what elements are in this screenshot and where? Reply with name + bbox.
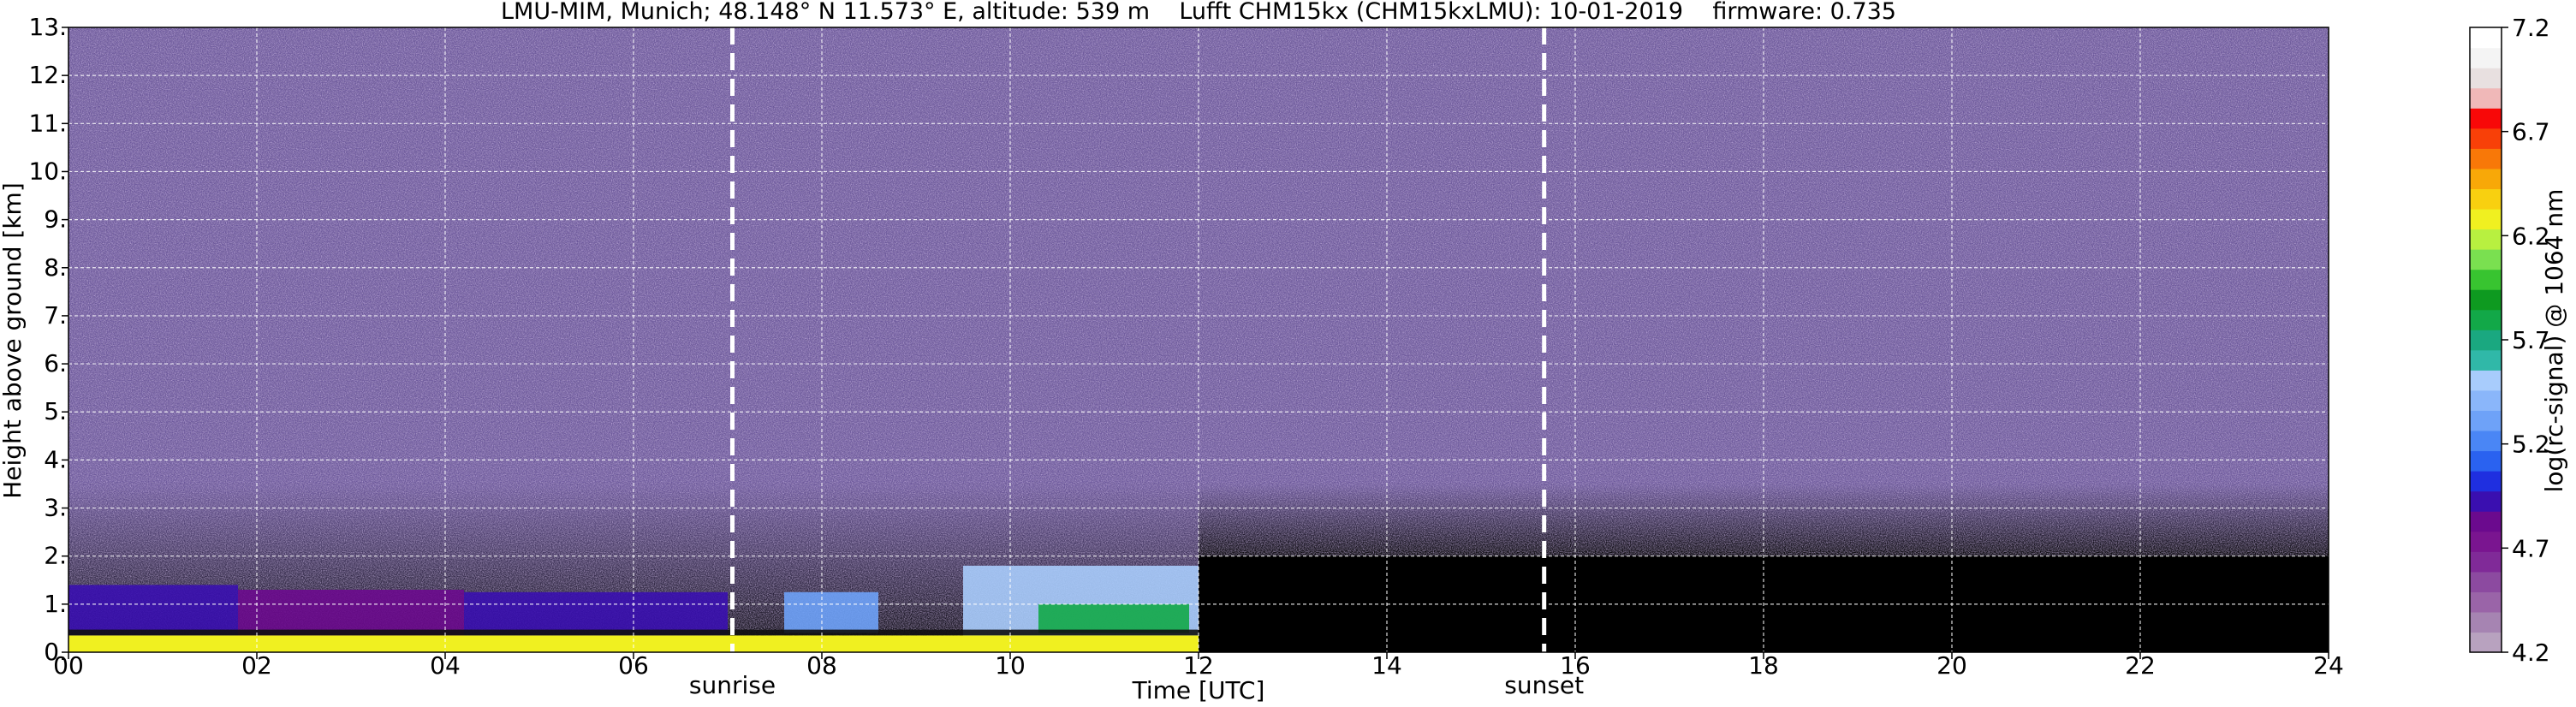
x-tick-label-04: 04 [430, 651, 461, 680]
colorbar-segment-18 [2470, 269, 2502, 290]
y-tick-label-0: 0. [44, 638, 67, 666]
x-tick-label-00: 00 [53, 651, 84, 680]
colorbar-segment-21 [2470, 208, 2502, 230]
x-tick-label-14: 14 [1371, 651, 1402, 680]
colorbar-segment-8 [2470, 471, 2502, 492]
colorbar-tick-label-5.7: 5.7 [2512, 326, 2550, 354]
x-axis: 00 02 04 06 08 10 12 14 16 18 20 22 24 [53, 651, 2344, 680]
ground-layer [68, 635, 1199, 652]
sunrise-label: sunrise [689, 671, 776, 699]
colorbar-segment-20 [2470, 229, 2502, 250]
x-tick-label-12: 12 [1183, 651, 1214, 680]
colorbar-segment-2 [2470, 591, 2502, 613]
ground-layer-edge [68, 629, 1199, 636]
colorbar-segment-22 [2470, 188, 2502, 210]
x-tick-label-08: 08 [806, 651, 837, 680]
colorbar-segment-1 [2470, 611, 2502, 633]
colorbar-segment-4 [2470, 551, 2502, 573]
y-tick-label-8: 8. [44, 253, 67, 282]
colorbar-segment-0 [2470, 632, 2502, 653]
y-tick-label-6: 6. [44, 349, 67, 377]
colorbar-segment-17 [2470, 289, 2502, 311]
x-tick-label-10: 10 [995, 651, 1026, 680]
colorbar-segment-23 [2470, 168, 2502, 189]
colorbar-tick-label-5.2: 5.2 [2512, 431, 2550, 459]
colorbar-segment-9 [2470, 450, 2502, 472]
aerosol-layer-6 [1038, 603, 1189, 633]
colorbar-tick-label-7.2: 7.2 [2512, 14, 2550, 42]
y-tick-label-7: 7. [44, 301, 67, 330]
colorbar-segment-24 [2470, 148, 2502, 169]
colorbar-segment-30 [2470, 27, 2502, 49]
y-tick-label-12: 12. [28, 61, 67, 89]
y-tick-label-2: 2. [44, 542, 67, 570]
sunset-label: sunset [1504, 671, 1584, 699]
x-tick-label-06: 06 [618, 651, 649, 680]
y-tick-label-11: 11. [28, 109, 67, 137]
colorbar-tick-label-4.2: 4.2 [2512, 639, 2550, 667]
y-tick-label-10: 10. [28, 157, 67, 185]
plot-overlay: sunrise sunset [68, 27, 2329, 699]
colorbar-segment-10 [2470, 430, 2502, 452]
colorbar-tick-label-4.7: 4.7 [2512, 534, 2550, 562]
colorbar-segment-6 [2470, 511, 2502, 532]
x-tick-label-16: 16 [1560, 651, 1591, 680]
chart-title: LMU-MIM, Munich; 48.148° N 11.573° E, al… [501, 0, 1896, 25]
y-tick-label-3: 3. [44, 494, 67, 522]
colorbar-segment-15 [2470, 330, 2502, 351]
colorbar-segment-28 [2470, 68, 2502, 89]
colorbar-segment-5 [2470, 531, 2502, 552]
colorbar-segment-7 [2470, 490, 2502, 512]
colorbar-segment-19 [2470, 249, 2502, 270]
colorbar-segment-11 [2470, 410, 2502, 431]
colorbar-segment-12 [2470, 389, 2502, 412]
y-tick-label-1: 1. [44, 590, 67, 618]
y-tick-label-13: 13. [28, 13, 67, 41]
colorbar-segment-16 [2470, 309, 2502, 330]
colorbar-tick-label-6.2: 6.2 [2512, 222, 2550, 250]
colorbar-segment-27 [2470, 87, 2502, 109]
x-tick-label-18: 18 [1748, 651, 1779, 680]
y-tick-label-9: 9. [44, 205, 67, 234]
x-tick-label-22: 22 [2125, 651, 2156, 680]
y-tick-label-4: 4. [44, 445, 67, 473]
colorbar-segment-3 [2470, 571, 2502, 592]
colorbar-segment-29 [2470, 47, 2502, 68]
y-axis: 0. 1. 2. 3. 4. 5. 6. 7. 8. 9. 10. 11. 12. 13. [28, 13, 68, 666]
x-tick-label-02: 02 [241, 651, 272, 680]
colorbar-tick-label-6.7: 6.7 [2512, 118, 2550, 146]
y-tick-label-5: 5. [44, 397, 67, 425]
colorbar-segment-26 [2470, 108, 2502, 129]
colorbar: 4.2 4.7 5.2 5.7 6.2 6.7 7.2 [2469, 14, 2550, 667]
x-tick-label-20: 20 [1936, 651, 1967, 680]
colorbar-segment-13 [2470, 370, 2502, 391]
colorbar-label: log(rc-signal) @ 1064 nm [2540, 189, 2568, 493]
y-axis-label: Height above ground [km] [0, 182, 27, 499]
x-axis-label: Time [UTC] [1132, 676, 1265, 704]
colorbar-segment-14 [2470, 349, 2502, 371]
aerosol-layer-1 [68, 585, 238, 639]
x-tick-label-24: 24 [2313, 651, 2344, 680]
aerosol-layer-4 [784, 591, 878, 633]
colorbar-segment-25 [2470, 128, 2502, 149]
